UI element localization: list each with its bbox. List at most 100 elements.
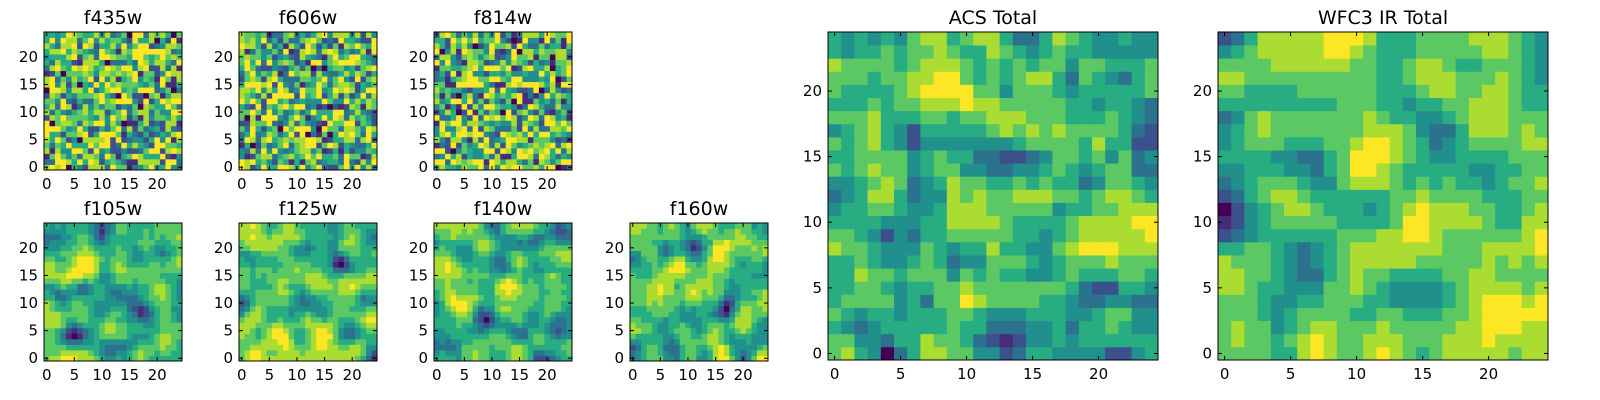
heatmap-cell [663, 344, 670, 351]
heatmap-cell [668, 250, 675, 257]
heatmap-cell [527, 103, 534, 110]
heatmap-cell [244, 333, 251, 340]
heatmap-cell [734, 355, 741, 362]
heatmap-cell [745, 333, 752, 340]
heatmap-cell [99, 228, 106, 235]
heatmap-cell [104, 92, 111, 99]
heatmap-cell [104, 234, 111, 240]
heatmap-cell [1118, 241, 1132, 256]
heatmap-cell [250, 87, 256, 94]
heatmap-cell [349, 142, 356, 149]
heatmap-cell [104, 300, 111, 307]
heatmap-cell [690, 322, 697, 329]
heatmap-cell [82, 43, 89, 49]
heatmap-cell [321, 322, 328, 329]
heatmap-cell [707, 272, 714, 279]
heatmap-cell [365, 311, 372, 318]
heatmap-cell [99, 153, 106, 160]
heatmap-cell [751, 228, 758, 235]
heatmap-cell [137, 223, 144, 229]
heatmap-cell [110, 322, 117, 329]
heatmap-cell [288, 98, 295, 105]
heatmap-cell [734, 256, 741, 263]
heatmap-cell [115, 250, 122, 257]
heatmap-cell [170, 92, 177, 99]
heatmap-cell [986, 228, 1000, 243]
heatmap-cell [365, 272, 372, 279]
heatmap-cell [71, 234, 78, 240]
heatmap-cell [920, 320, 934, 335]
heatmap-cell [478, 70, 485, 77]
heatmap-cell [1012, 163, 1027, 177]
heatmap-cell [1052, 228, 1066, 243]
heatmap-cell [657, 344, 664, 351]
heatmap-cell [723, 322, 730, 329]
heatmap-cell [707, 234, 714, 240]
heatmap-cell [679, 278, 686, 285]
heatmap-cell [472, 283, 479, 290]
heatmap-cell [439, 92, 446, 99]
heatmap-cell [734, 239, 741, 246]
heatmap-cell [305, 164, 312, 171]
heatmap-cell [450, 283, 457, 290]
heatmap-cell [239, 43, 245, 49]
heatmap-cell [679, 294, 686, 301]
heatmap-cell [170, 272, 177, 279]
heatmap-cell [630, 322, 636, 329]
heatmap-cell [544, 147, 551, 154]
heatmap-cell [310, 322, 317, 329]
heatmap-cell [1012, 176, 1027, 190]
heatmap-cell [299, 109, 306, 116]
heatmap-cell [321, 87, 328, 94]
heatmap-cell [527, 344, 534, 351]
heatmap-cell [461, 289, 468, 296]
heatmap-cell [261, 48, 267, 55]
heatmap-cell [538, 234, 545, 240]
heatmap-cell [305, 120, 312, 127]
heatmap-cell [365, 136, 372, 143]
heatmap-cell [439, 355, 446, 362]
heatmap-cell [566, 294, 573, 301]
heatmap-cell [494, 278, 501, 285]
heatmap-cell [668, 355, 675, 362]
heatmap-cell [316, 48, 323, 55]
heatmap-cell [60, 87, 67, 94]
heatmap-cell [305, 344, 312, 351]
heatmap-cell [137, 245, 144, 251]
heatmap-cell [93, 272, 100, 279]
heatmap-cell [283, 120, 290, 127]
heatmap-cell [365, 131, 372, 138]
heatmap-cell [999, 346, 1014, 361]
heatmap-cell [511, 125, 518, 132]
heatmap-cell [316, 300, 323, 307]
heatmap-cell [255, 98, 262, 105]
heatmap-cell [137, 234, 144, 240]
heatmap-cell [467, 136, 474, 143]
heatmap-cell [132, 32, 139, 38]
heatmap-cell [365, 245, 372, 251]
heatmap-cell [327, 92, 334, 99]
heatmap-cell [148, 349, 155, 356]
heatmap-cell [365, 250, 372, 257]
heatmap-cell [641, 272, 647, 279]
heatmap-cell [494, 43, 501, 49]
heatmap-cell [272, 125, 279, 132]
heatmap-cell [854, 281, 868, 295]
heatmap-cell [1065, 294, 1080, 308]
heatmap-cell [115, 294, 122, 301]
heatmap-cell [294, 250, 301, 257]
heatmap-cell [239, 228, 245, 235]
heatmap-cell [288, 87, 295, 94]
heatmap-cell [299, 153, 306, 160]
heatmap-cell [82, 142, 89, 149]
heatmap-cell [483, 109, 490, 116]
heatmap-cell [165, 43, 172, 49]
heatmap-cell [299, 300, 306, 307]
heatmap-cell [360, 311, 367, 318]
heatmap-cell [255, 267, 262, 274]
heatmap-cell [494, 272, 501, 279]
heatmap-cell [143, 327, 150, 334]
heatmap-cell [657, 234, 664, 240]
heatmap-cell [439, 327, 446, 334]
heatmap-cell [176, 278, 183, 285]
